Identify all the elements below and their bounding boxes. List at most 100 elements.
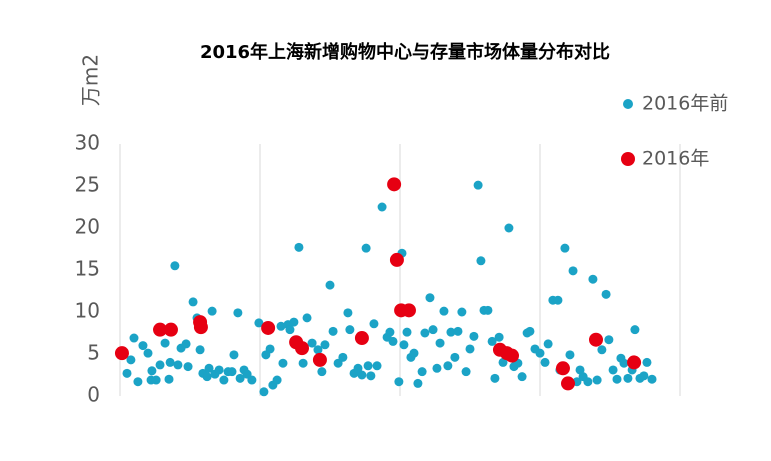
data-point [439, 306, 449, 316]
data-point [494, 332, 504, 342]
data-point [487, 336, 497, 346]
data-point [401, 303, 416, 318]
data-point [363, 361, 373, 371]
data-point [193, 320, 208, 335]
data-point [298, 358, 308, 368]
data-point [399, 340, 409, 350]
data-point [540, 357, 550, 367]
data-point [229, 350, 239, 360]
data-point [259, 387, 269, 397]
data-point [608, 365, 618, 375]
data-point [147, 366, 157, 376]
data-point [465, 344, 475, 354]
data-point [153, 322, 168, 337]
data-point [461, 367, 471, 377]
data-point [126, 355, 136, 365]
data-point [432, 363, 442, 373]
data-point [254, 318, 264, 328]
data-point [195, 345, 205, 355]
data-point [317, 367, 327, 377]
data-point [204, 363, 214, 373]
chart-title: 2016年上海新增购物中心与存量市场体量分布对比 [200, 41, 610, 63]
data-point [155, 360, 165, 370]
data-point [181, 339, 191, 349]
data-point [575, 365, 585, 375]
data-point [417, 367, 427, 377]
data-point [272, 375, 282, 385]
data-point [498, 357, 508, 367]
data-point [207, 306, 217, 316]
data-point [483, 305, 493, 315]
data-point [345, 325, 355, 335]
data-point [202, 372, 212, 382]
data-point [525, 326, 535, 336]
data-point [435, 338, 445, 348]
data-point [473, 180, 483, 190]
data-point [164, 374, 174, 384]
data-point [138, 341, 148, 351]
data-point [517, 372, 527, 382]
data-point [247, 375, 257, 385]
y-tick-label: 0 [87, 383, 100, 407]
y-tick-label: 5 [87, 341, 100, 365]
legend-label: 2016年前 [642, 93, 728, 115]
data-point [560, 243, 570, 253]
data-point [354, 331, 369, 346]
y-tick-label: 25 [75, 173, 100, 197]
y-tick-label: 20 [75, 215, 100, 239]
data-point [604, 335, 614, 345]
data-point [353, 363, 363, 373]
y-tick-label: 15 [75, 257, 100, 281]
data-point [219, 375, 229, 385]
data-point [173, 360, 183, 370]
data-point [561, 376, 575, 391]
data-point [413, 378, 423, 388]
data-point [597, 345, 607, 355]
data-point [450, 352, 460, 362]
data-point [265, 344, 275, 354]
data-point [443, 361, 453, 371]
data-point [592, 375, 602, 385]
data-point [357, 370, 367, 380]
data-point [295, 341, 309, 356]
data-point [612, 374, 622, 384]
data-point [307, 338, 317, 348]
data-point [285, 325, 295, 335]
data-point [555, 361, 570, 376]
data-point [294, 242, 304, 252]
data-point [165, 357, 175, 367]
data-point [504, 223, 514, 233]
data-point [535, 348, 545, 358]
data-point [647, 374, 657, 384]
legend-label: 2016年 [642, 148, 709, 170]
data-point [568, 266, 578, 276]
data-point [428, 325, 438, 335]
data-point [601, 289, 611, 299]
data-point [325, 280, 335, 290]
data-point [183, 362, 193, 372]
data-point [642, 357, 652, 367]
data-point [425, 293, 435, 303]
data-point [369, 319, 379, 329]
y-axis-label: 万m2 [79, 54, 103, 106]
data-point [129, 333, 139, 343]
data-point [233, 308, 243, 318]
data-point [163, 322, 178, 337]
data-point [588, 274, 598, 284]
data-point [457, 307, 467, 317]
data-point [402, 327, 412, 337]
data-point [343, 308, 353, 318]
data-point [160, 338, 170, 348]
data-point [328, 326, 338, 336]
data-point [394, 377, 404, 387]
data-point [565, 350, 575, 360]
data-point [114, 346, 129, 361]
data-point [446, 327, 456, 337]
data-point [553, 295, 563, 305]
data-point [170, 261, 180, 271]
data-point [490, 373, 500, 383]
data-point [320, 340, 330, 350]
data-point [133, 377, 143, 387]
data-point [289, 317, 299, 327]
data-point [387, 177, 402, 192]
